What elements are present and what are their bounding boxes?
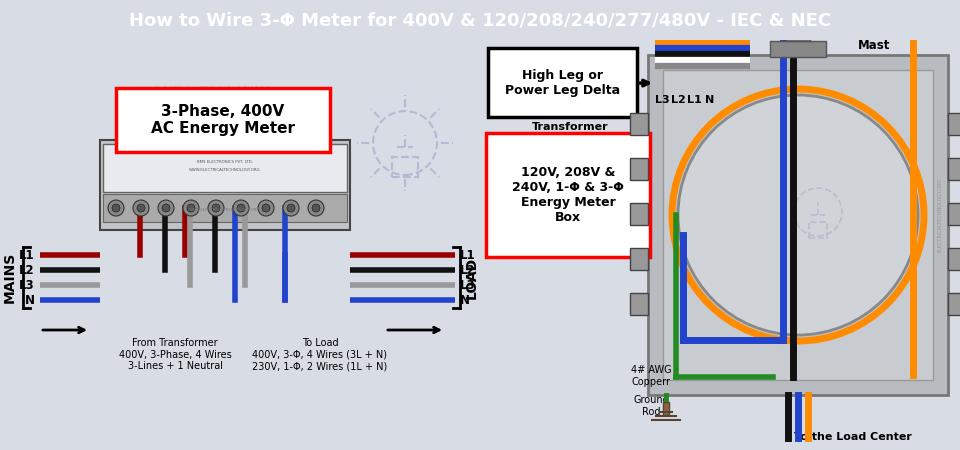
Bar	[100, 140, 350, 230]
Text: L3: L3	[655, 95, 669, 105]
Bar	[809, 222, 827, 238]
Circle shape	[308, 200, 324, 216]
Bar	[103, 144, 347, 192]
Bar	[948, 203, 960, 225]
Circle shape	[112, 204, 120, 212]
Bar	[630, 158, 648, 180]
Text: Mast: Mast	[858, 39, 890, 52]
Text: High Leg or
Power Leg Delta: High Leg or Power Leg Delta	[505, 68, 620, 97]
Text: WWW.ELECTRICALTECHNOLOGY.ORG: WWW.ELECTRICALTECHNOLOGY.ORG	[130, 86, 271, 94]
Circle shape	[208, 200, 224, 216]
Text: L3: L3	[460, 279, 475, 292]
Bar	[948, 113, 960, 135]
Bar	[948, 248, 960, 270]
FancyBboxPatch shape	[486, 133, 650, 257]
Bar	[648, 55, 948, 395]
Bar	[630, 248, 648, 270]
Text: MAINS: MAINS	[3, 252, 17, 303]
Circle shape	[137, 204, 145, 212]
Circle shape	[183, 200, 199, 216]
Bar	[392, 157, 418, 177]
Text: LOAD: LOAD	[465, 256, 479, 299]
Circle shape	[108, 200, 124, 216]
Circle shape	[258, 200, 274, 216]
Text: 4# AWG
Copperr: 4# AWG Copperr	[631, 365, 671, 387]
Text: L3: L3	[19, 279, 35, 292]
Bar	[630, 203, 648, 225]
Text: N: N	[460, 293, 470, 306]
Circle shape	[287, 204, 295, 212]
Text: To Load
400V, 3-Φ, 4 Wires (3L + N)
230V, 1-Φ, 2 Wires (1L + N): To Load 400V, 3-Φ, 4 Wires (3L + N) 230V…	[252, 338, 388, 371]
Bar	[630, 113, 648, 135]
Bar	[786, 19, 810, 41]
Text: WWW.ELECTRICALTECHNOLOGY.ORG: WWW.ELECTRICALTECHNOLOGY.ORG	[189, 208, 261, 212]
Text: How to Wire 3-Φ Meter for 400V & 120/208/240/277/480V - IEC & NEC: How to Wire 3-Φ Meter for 400V & 120/208…	[129, 11, 831, 29]
Circle shape	[133, 200, 149, 216]
Text: L2: L2	[460, 264, 475, 276]
Circle shape	[312, 204, 320, 212]
Text: N: N	[706, 95, 714, 105]
Bar	[948, 158, 960, 180]
Bar	[663, 402, 669, 415]
Text: From 3-Phase
Transformer: From 3-Phase Transformer	[527, 110, 612, 132]
Bar	[103, 194, 347, 222]
Text: 3-Phase, 400V
AC Energy Meter: 3-Phase, 400V AC Energy Meter	[151, 104, 295, 136]
Text: Ground
Rod: Ground Rod	[634, 395, 669, 417]
Text: ELECTRICALTECHNOLOGY.ORG: ELECTRICALTECHNOLOGY.ORG	[938, 178, 943, 252]
Bar	[663, 70, 933, 380]
FancyBboxPatch shape	[116, 88, 330, 152]
Text: N: N	[25, 293, 35, 306]
Bar	[770, 41, 826, 57]
Text: L2: L2	[19, 264, 35, 276]
Circle shape	[678, 95, 918, 335]
Text: L1: L1	[19, 248, 35, 261]
Text: 120V, 208V &
240V, 1-Φ & 3-Φ
Energy Meter
Box: 120V, 208V & 240V, 1-Φ & 3-Φ Energy Mete…	[512, 166, 624, 224]
Text: L2: L2	[671, 95, 685, 105]
Circle shape	[233, 200, 249, 216]
Circle shape	[237, 204, 245, 212]
Circle shape	[283, 200, 299, 216]
Text: WWW.ELECTRICALTECHNOLOGY.ORG: WWW.ELECTRICALTECHNOLOGY.ORG	[189, 168, 261, 172]
Text: BMS ELECTRONICS PVT. LTD.: BMS ELECTRONICS PVT. LTD.	[197, 160, 252, 164]
FancyBboxPatch shape	[488, 48, 637, 117]
Text: To the Load Center: To the Load Center	[794, 432, 912, 442]
Text: L1: L1	[686, 95, 702, 105]
Circle shape	[162, 204, 170, 212]
Circle shape	[158, 200, 174, 216]
Circle shape	[262, 204, 270, 212]
Bar	[948, 293, 960, 315]
Circle shape	[212, 204, 220, 212]
Circle shape	[187, 204, 195, 212]
Text: L1: L1	[460, 248, 475, 261]
Bar	[630, 293, 648, 315]
Text: From Transformer
400V, 3-Phase, 4 Wires
3-Lines + 1 Neutral: From Transformer 400V, 3-Phase, 4 Wires …	[119, 338, 231, 371]
Circle shape	[672, 89, 924, 341]
